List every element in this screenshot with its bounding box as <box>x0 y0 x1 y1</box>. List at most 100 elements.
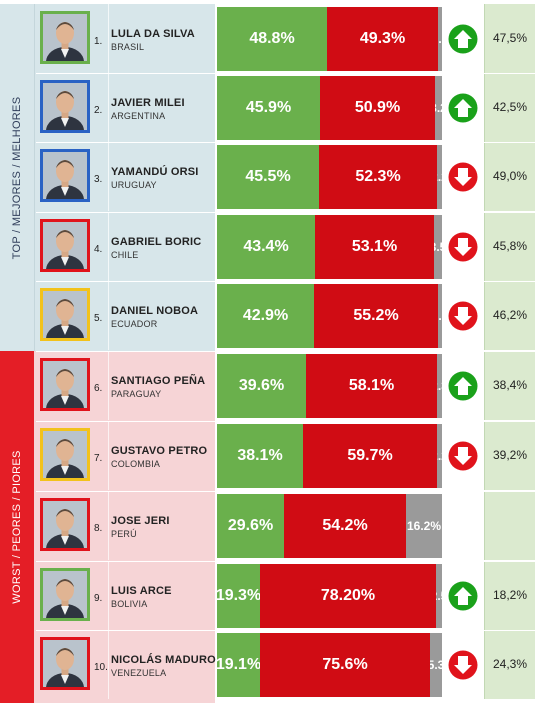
previous-value: 47,5% <box>492 31 528 45</box>
bottom-section-strip <box>0 351 34 703</box>
portrait-arce-icon <box>43 571 87 618</box>
top-section-label: TOP / MEJORES / MELHORES <box>11 96 23 260</box>
ranking-row: 10. NICOLÁS MADURO VENEZUELA 19.1% 75.6% 5.3 2… <box>36 630 536 699</box>
row-divider <box>36 212 536 213</box>
previous-value: 38,4% <box>492 378 528 392</box>
row-separator <box>108 421 109 490</box>
stacked-bar: 39.6% 58.1% 2.3 <box>217 354 442 418</box>
leader-photo <box>40 637 90 690</box>
arrow-down-icon <box>448 232 478 262</box>
row-divider <box>36 351 536 352</box>
row-divider <box>36 561 536 562</box>
trend-indicator <box>448 441 478 471</box>
bottom-section-label: WORST / PEORES / PIORES <box>11 450 23 604</box>
row-separator <box>108 630 109 699</box>
leader-name: DANIEL NOBOA <box>111 305 199 317</box>
row-separator <box>108 73 109 142</box>
stacked-bar: 43.4% 53.1% 3.5 <box>217 215 442 279</box>
leader-photo <box>40 358 90 411</box>
rank-number: 4. <box>94 244 103 255</box>
row-divider <box>36 491 536 492</box>
disapprove-label: 58.1% <box>348 377 395 394</box>
approve-bar: 48.8% <box>217 7 327 71</box>
trend-indicator <box>448 301 478 331</box>
leader-photo <box>40 568 90 621</box>
approve-bar: 45.9% <box>217 76 320 140</box>
disapprove-bar: 53.1% <box>315 215 434 279</box>
no-answer-bar: 2.2 <box>437 145 442 209</box>
no-answer-label: 2.3 <box>437 379 442 393</box>
row-separator <box>108 4 109 73</box>
ranking-row: 3. YAMANDÚ ORSI URUGUAY 45.5% 52.3% 2.2 49,0% <box>36 142 536 211</box>
no-answer-label: 1.9 <box>438 32 442 46</box>
leader-name: LULA DA SILVA <box>111 28 195 40</box>
previous-value-cell: 47,5% <box>484 4 535 73</box>
disapprove-label: 49.3% <box>359 30 406 47</box>
portrait-jeri-icon <box>43 501 87 548</box>
previous-value: 46,2% <box>492 308 528 322</box>
previous-value-cell: 45,8% <box>484 212 535 281</box>
leader-photo <box>40 288 90 341</box>
previous-value-cell: 24,3% <box>484 630 535 699</box>
row-divider <box>36 281 536 282</box>
leader-name: SANTIAGO PEÑA <box>111 375 206 387</box>
leader-country: PARAGUAY <box>111 389 162 399</box>
disapprove-bar: 52.3% <box>319 145 437 209</box>
no-answer-bar: 2.3 <box>437 354 442 418</box>
arrow-up-icon <box>448 581 478 611</box>
arrow-up-icon <box>448 93 478 123</box>
approve-label: 39.6% <box>238 377 285 394</box>
rank-number: 6. <box>94 383 103 394</box>
disapprove-bar: 75.6% <box>260 633 430 697</box>
no-answer-label: 2.2 <box>437 170 442 184</box>
arrow-down-icon <box>448 301 478 331</box>
no-answer-label: 16.2% <box>406 519 442 533</box>
previous-value-cell: 42,5% <box>484 73 535 142</box>
ranking-row: 4. GABRIEL BORIC CHILE 43.4% 53.1% 3.5 45,8% <box>36 212 536 281</box>
approve-label: 43.4% <box>243 238 289 255</box>
row-divider <box>36 421 536 422</box>
ranking-row: 6. SANTIAGO PEÑA PARAGUAY 39.6% 58.1% 2.3 38,4… <box>36 351 536 420</box>
trend-indicator <box>448 581 478 611</box>
previous-value: 39,2% <box>492 448 528 462</box>
rank-number: 7. <box>94 453 103 464</box>
ranking-row: 9. LUIS ARCE BOLIVIA 19.3% 78.20% 2.5 18,2% <box>36 561 536 630</box>
arrow-up-icon <box>448 24 478 54</box>
row-separator <box>108 491 109 560</box>
leader-country: COLOMBIA <box>111 459 161 469</box>
disapprove-label: 59.7% <box>347 447 393 464</box>
disapprove-bar: 58.1% <box>306 354 437 418</box>
trend-indicator <box>448 650 478 680</box>
leader-photo <box>40 428 90 481</box>
rank-number: 5. <box>94 313 103 324</box>
no-answer-bar: 1.9 <box>438 284 442 348</box>
ranking-row: 1. LULA DA SILVA BRASIL 48.8% 49.3% 1.9 47,5% <box>36 4 536 73</box>
rank-number: 8. <box>94 523 103 534</box>
portrait-pena-icon <box>43 361 87 408</box>
no-answer-bar: 16.2% <box>406 494 442 558</box>
approve-label: 42.9% <box>242 307 289 324</box>
stacked-bar: 29.6% 54.2% 16.2% <box>217 494 442 558</box>
previous-value-cell: 38,4% <box>484 351 535 420</box>
row-divider <box>36 630 536 631</box>
disapprove-bar: 54.2% <box>284 494 406 558</box>
row-separator <box>108 281 109 350</box>
no-answer-bar: 3.5 <box>434 215 442 279</box>
ranking-row: 7. GUSTAVO PETRO COLOMBIA 38.1% 59.7% 2.2 39,2… <box>36 421 536 490</box>
leader-photo <box>40 149 90 202</box>
portrait-milei-icon <box>43 83 87 130</box>
previous-value-cell <box>484 491 535 560</box>
previous-value: 49,0% <box>492 169 528 183</box>
stacked-bar: 48.8% 49.3% 1.9 <box>217 7 442 71</box>
row-divider <box>36 142 536 143</box>
bottom-section-band <box>0 351 215 703</box>
no-answer-label: 3.5 <box>434 240 442 254</box>
row-separator <box>108 212 109 281</box>
rank-number: 9. <box>94 593 103 604</box>
approve-label: 45.5% <box>245 168 291 185</box>
portrait-boric-icon <box>43 222 87 269</box>
approve-label: 19.3% <box>217 587 260 604</box>
ranking-row: 5. DANIEL NOBOA ECUADOR 42.9% 55.2% 1.9 46,2% <box>36 281 536 350</box>
no-answer-label: 5.3 <box>430 658 442 672</box>
previous-value-cell: 46,2% <box>484 281 535 350</box>
